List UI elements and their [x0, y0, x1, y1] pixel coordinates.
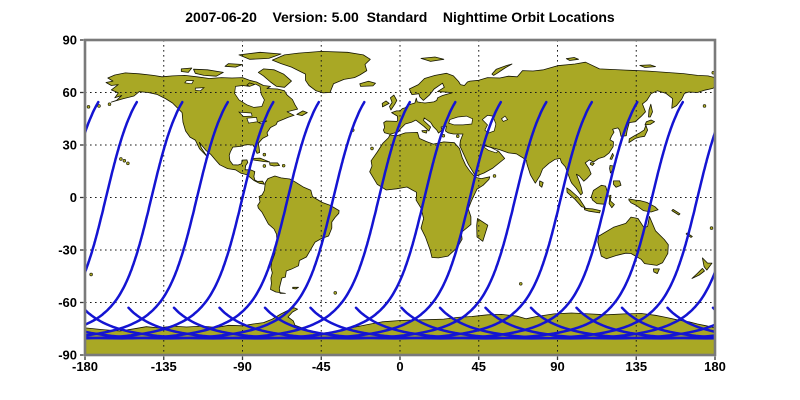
landmass-svalbard [420, 56, 445, 62]
grid-lines [85, 40, 715, 355]
island-south-georgia [333, 291, 337, 295]
landmass-new-zealand-north [702, 257, 713, 271]
lake-lake-michigan-huron [246, 117, 258, 124]
x-tick-label: -180 [72, 359, 98, 374]
x-tick-label: 135 [625, 359, 647, 374]
landmass-tasmania [653, 268, 660, 274]
y-axis-tick-labels: -90 -60 -30 0 30 60 90 [58, 33, 77, 363]
landmass-hispaniola [269, 162, 280, 167]
landmass-banks-island [180, 67, 193, 73]
landmass-solomons [671, 209, 681, 216]
island-jamaica [262, 164, 267, 168]
orbit-track [759, 102, 800, 338]
x-tick-label: 45 [472, 359, 486, 374]
orbit-track [85, 100, 230, 337]
y-tick-label: 90 [63, 33, 77, 48]
landmass-sulawesi [608, 194, 615, 209]
landmass-eurasia [383, 61, 715, 196]
plot-frame [80, 38, 717, 360]
y-tick-label: -60 [58, 295, 77, 310]
island-bahamas [262, 152, 267, 157]
x-tick-label: 0 [396, 359, 403, 374]
landmass-taiwan [609, 153, 614, 160]
orbit-track [400, 128, 715, 340]
island-canary [370, 146, 374, 151]
landmass-new-siberian-islands [639, 64, 656, 68]
island-hawaii-2 [122, 159, 127, 163]
island-kerguelen [519, 282, 523, 286]
landmass-ireland [381, 100, 390, 108]
landmass-mindanao [613, 180, 622, 188]
landmass-sicily [421, 130, 428, 134]
orbit-track [85, 100, 184, 327]
orbit-track [85, 100, 100, 137]
island-aleutian-4 [702, 104, 707, 108]
y-tick-label: 60 [63, 85, 77, 100]
island-chatham [89, 272, 93, 277]
y-tick-label: -30 [58, 243, 77, 258]
lake-black-sea [448, 115, 473, 126]
landmass-baffin-island [257, 68, 292, 88]
landmass-newfoundland [296, 110, 308, 116]
island-fiji [709, 226, 714, 230]
landmass-arctic-island [224, 63, 243, 68]
x-tick-label: 90 [550, 359, 564, 374]
landmass-novaya-zemlya [491, 63, 513, 76]
landmass-victoria-island [193, 68, 224, 77]
island-aleutian-3 [107, 102, 112, 106]
landmass-madagascar [476, 218, 489, 242]
island-hawaii-3 [126, 161, 130, 166]
landmass-iceland [359, 80, 376, 87]
lake-lake-superior [238, 111, 253, 117]
landmass-new-zealand-south [691, 268, 705, 279]
orbit-tracks [0, 100, 800, 340]
y-tick-label: 0 [70, 190, 77, 205]
x-tick-label: -135 [151, 359, 177, 374]
landmass-severnaya-zemlya [565, 57, 579, 61]
landmass-australia [597, 216, 669, 266]
landmass-sri-lanka [539, 180, 544, 188]
orbit-track [0, 102, 7, 338]
landmass-ellesmere-island [238, 51, 282, 60]
small-islands [86, 71, 715, 295]
landmass-cuba [251, 157, 270, 163]
landmass-south-america [257, 175, 340, 294]
x-axis-tick-labels: -180 -135 -90 -45 0 45 90 135 180 [72, 359, 726, 374]
lake-great-slave-lake [194, 87, 205, 92]
orbit-track [711, 306, 715, 312]
lake-great-bear-lake [184, 80, 195, 85]
plot-border [83, 38, 717, 357]
x-tick-label: -45 [312, 359, 331, 374]
lake-aral-sea [501, 115, 509, 122]
island-hawaii-1 [119, 157, 123, 161]
y-tick-label: -90 [58, 348, 77, 363]
island-socotra [492, 174, 497, 178]
landmass-java [583, 207, 601, 214]
landmass-new-guinea [628, 198, 659, 213]
orbit-track [0, 102, 53, 338]
island-aleutian-2 [97, 104, 101, 108]
orbit-track [85, 100, 139, 276]
landmass-hainan [589, 162, 595, 166]
landmass-great-britain [389, 94, 398, 111]
island-aleutian-1 [86, 105, 91, 109]
x-tick-label: -90 [233, 359, 252, 374]
island-puerto-rico [281, 163, 286, 168]
x-tick-label: 180 [704, 359, 726, 374]
world-map-land [85, 51, 715, 355]
landmass-greenland [271, 51, 371, 94]
landmass-sakhalin [648, 103, 653, 118]
orbit-track [666, 306, 715, 334]
y-tick-label: 30 [63, 138, 77, 153]
landmass-japan-honshu [628, 124, 648, 144]
landmass-falklands [292, 286, 299, 290]
landmass-japan-hokkaido [644, 119, 655, 126]
island-cyprus [456, 134, 460, 138]
plot-title: 2007-06-20 Version: 5.00 Standard Nightt… [185, 9, 615, 25]
